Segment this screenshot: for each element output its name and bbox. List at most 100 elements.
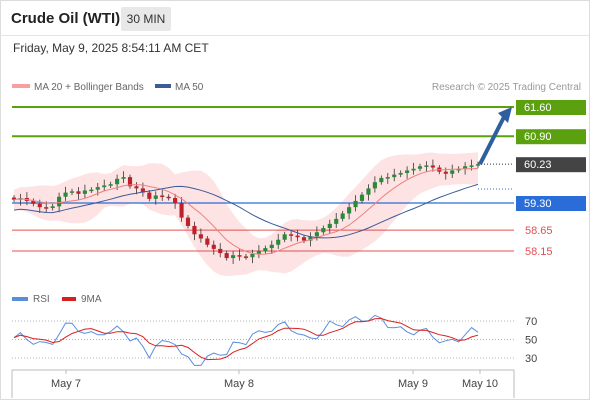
candle-body xyxy=(140,188,145,193)
candle-body xyxy=(89,189,94,192)
level-box-59.30 xyxy=(516,196,586,211)
candle-body xyxy=(392,174,397,178)
candle-body xyxy=(108,184,113,186)
candle-body xyxy=(269,244,274,249)
candle-body xyxy=(366,188,371,195)
candle-body xyxy=(134,186,139,189)
candle-body xyxy=(185,217,191,226)
candle-body xyxy=(231,255,236,259)
target-arrow xyxy=(478,114,507,166)
rsi-tick-70: 70 xyxy=(525,316,537,328)
candle-body xyxy=(430,165,435,168)
candle-body xyxy=(121,177,126,179)
levels-layer: 61.60 60.90 59.30 58.65 58.15 60.23 xyxy=(12,100,586,258)
candle-body xyxy=(11,197,17,200)
last-price-box xyxy=(516,157,586,173)
candle-body xyxy=(115,178,120,185)
candle-body xyxy=(372,182,377,189)
candle-body xyxy=(475,164,481,166)
rsi-ma-line xyxy=(13,317,479,361)
candle-body xyxy=(250,253,255,258)
candle-body xyxy=(153,195,158,199)
candle-body xyxy=(398,172,403,175)
candle-body xyxy=(295,235,300,238)
candle-body xyxy=(379,177,384,183)
level-label-59.30: 59.30 xyxy=(524,198,552,210)
ma50-legend-label: MA 50 xyxy=(175,82,204,93)
level-label-58.65: 58.65 xyxy=(525,225,553,237)
target-arrowhead xyxy=(498,107,512,123)
candle-body xyxy=(31,200,36,204)
candle-body xyxy=(424,165,429,167)
candle-body xyxy=(211,244,216,249)
candle-body xyxy=(321,228,326,233)
ma50-legend-swatch xyxy=(155,84,171,88)
rsi-tick-50: 50 xyxy=(525,335,537,347)
rsi-tick-30: 30 xyxy=(525,353,537,365)
instrument-title: Crude Oil (WTI) xyxy=(11,10,121,27)
last-price-label: 60.23 xyxy=(524,159,552,171)
candle-body xyxy=(102,185,107,188)
candle-body xyxy=(263,248,268,251)
level-label-58.15: 58.15 xyxy=(525,246,553,258)
candle-body xyxy=(243,256,249,258)
candle-body xyxy=(76,191,81,194)
level-label-60.90: 60.90 xyxy=(524,131,552,143)
candle-body xyxy=(456,168,461,171)
candle-body xyxy=(237,255,242,257)
ma9-legend-swatch xyxy=(62,297,76,301)
candle-body xyxy=(82,190,87,194)
candle-body xyxy=(308,236,313,241)
candle-body xyxy=(347,207,352,214)
candle-body xyxy=(443,171,448,174)
candle-body xyxy=(450,170,455,174)
rsi-panel: 70 50 30 xyxy=(12,314,537,366)
candle-body xyxy=(417,166,423,169)
candle-body xyxy=(205,238,210,245)
ma20-legend-swatch xyxy=(12,84,30,88)
candle-body xyxy=(282,234,287,240)
ma20-legend-label: MA 20 + Bollinger Bands xyxy=(34,82,144,93)
candle-body xyxy=(340,213,345,219)
candle-body xyxy=(147,192,152,199)
candle-body xyxy=(256,251,261,254)
level-box-60.90 xyxy=(516,129,586,145)
header-divider xyxy=(0,35,590,36)
candle-body xyxy=(57,196,62,207)
candle-body xyxy=(69,191,75,193)
interval-badge[interactable]: 30 MIN xyxy=(121,7,171,31)
candle-body xyxy=(192,225,197,235)
candle-body xyxy=(405,170,410,173)
candle-body xyxy=(463,166,468,169)
candle-body xyxy=(37,203,42,208)
candle-body xyxy=(353,200,358,208)
candle-body xyxy=(160,195,165,197)
x-tick-label: May 10 xyxy=(462,378,498,390)
rsi-line xyxy=(13,314,479,366)
candle-body xyxy=(166,196,171,199)
candle-body xyxy=(127,177,133,187)
candle-body xyxy=(327,223,332,229)
candle-body xyxy=(469,165,474,167)
level-box-61.60 xyxy=(516,100,586,115)
x-tick-label: May 9 xyxy=(398,378,428,390)
candle-body xyxy=(385,177,390,179)
candle-body xyxy=(224,253,229,259)
x-tick-label: May 7 xyxy=(51,378,81,390)
candle-body xyxy=(289,234,294,236)
level-label-61.60: 61.60 xyxy=(524,102,552,114)
candle-body xyxy=(63,192,68,197)
candle-body xyxy=(179,203,184,218)
rsi-legend-label: RSI xyxy=(33,294,50,305)
source-label: Research © 2025 Trading Central xyxy=(432,82,581,93)
candle-body xyxy=(50,206,55,209)
datetime-label: Friday, May 9, 2025 8:54:11 AM CET xyxy=(13,41,209,55)
candle-body xyxy=(95,187,100,190)
candle-body xyxy=(218,248,223,254)
candle-body xyxy=(198,234,203,239)
candle-body xyxy=(359,194,365,201)
ma20-line xyxy=(13,168,479,255)
overlay-layer xyxy=(13,107,512,255)
rsi-legend-swatch xyxy=(12,297,28,301)
